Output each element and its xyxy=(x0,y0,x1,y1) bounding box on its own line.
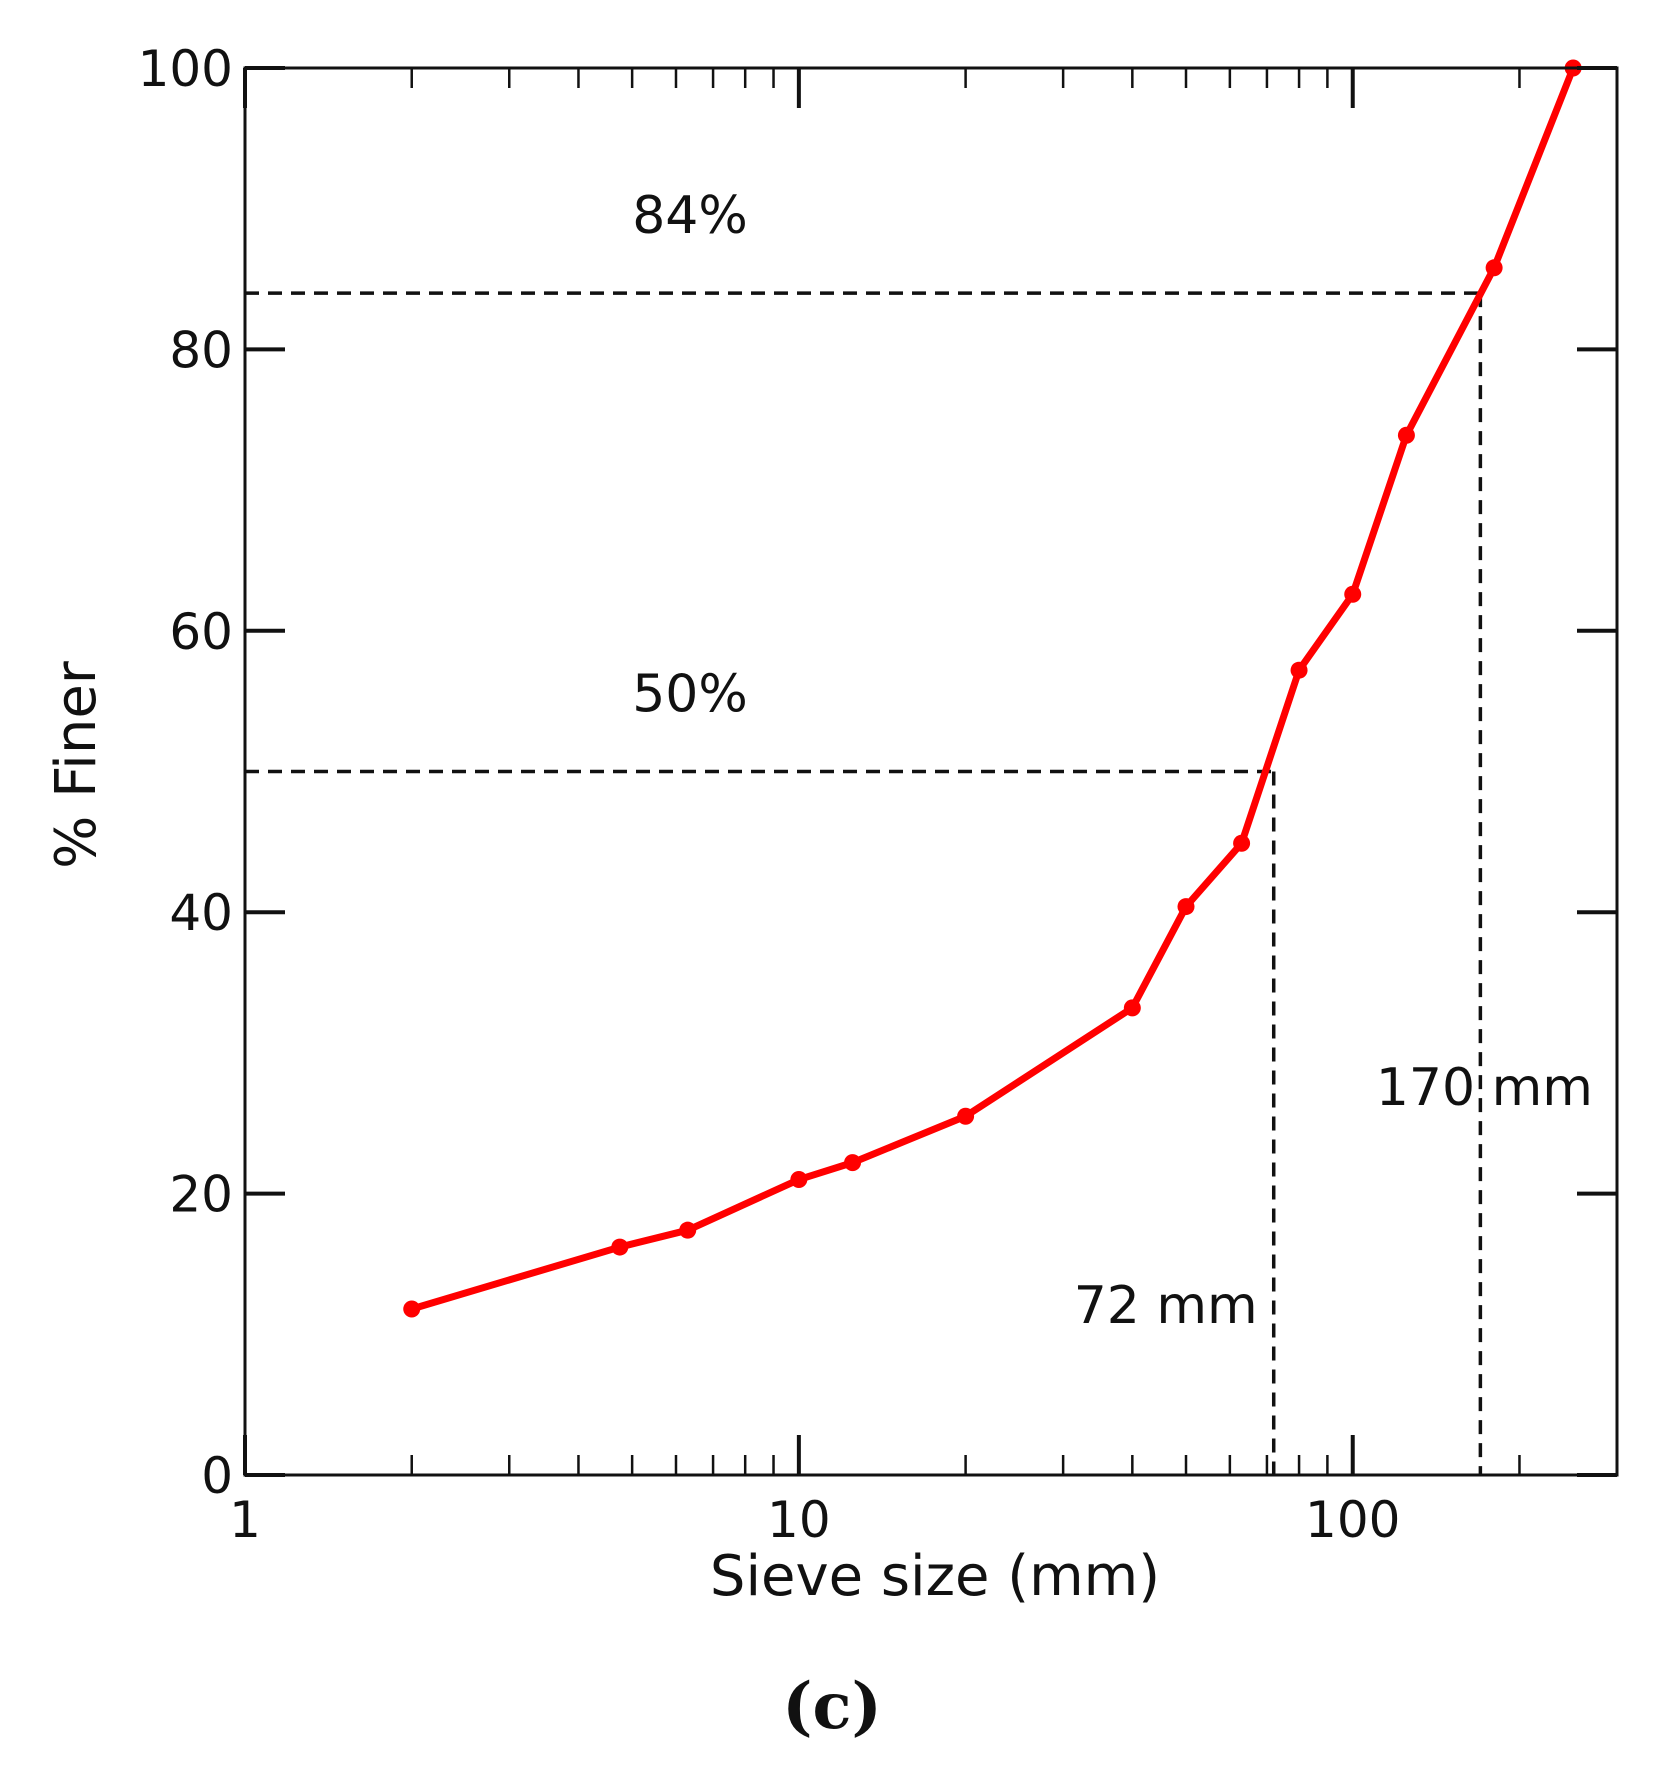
data-point xyxy=(1344,585,1362,603)
data-point xyxy=(1177,898,1195,916)
reference-lines: 50% 72 mm 84% 170 mm xyxy=(245,186,1593,1475)
data-point xyxy=(1397,426,1415,444)
data-point xyxy=(403,1300,421,1318)
series-line xyxy=(410,66,1577,1313)
ref-percent-label: 84% xyxy=(632,186,748,246)
data-point xyxy=(611,1238,629,1256)
y-axis-title: % Finer xyxy=(44,660,109,869)
y-tick-label: 0 xyxy=(201,1447,233,1505)
y-tick-label: 100 xyxy=(138,40,233,98)
axis-ticks xyxy=(243,66,1619,1477)
data-point xyxy=(844,1154,862,1172)
y-tick-label: 60 xyxy=(169,603,233,661)
x-axis-title: Sieve size (mm) xyxy=(710,1544,1160,1609)
plot-frame xyxy=(243,66,1619,1477)
data-point xyxy=(679,1221,697,1239)
ref-size-label: 170 mm xyxy=(1376,1058,1593,1118)
ref-percent-label: 50% xyxy=(632,665,748,725)
y-tick-label: 20 xyxy=(169,1166,233,1224)
data-point xyxy=(1123,999,1141,1017)
y-tick-label: 40 xyxy=(169,884,233,942)
ref-size-label: 72 mm xyxy=(1074,1276,1258,1336)
x-tick-label: 100 xyxy=(1305,1491,1400,1549)
axis-labels: 0 20 40 60 80 100 1 10 100 xyxy=(138,40,1401,1549)
series-layer xyxy=(403,59,1582,1318)
panel-label: (c) xyxy=(782,1669,882,1744)
x-tick-label: 10 xyxy=(767,1491,831,1549)
data-point xyxy=(1485,259,1503,277)
y-tick-label: 80 xyxy=(169,321,233,379)
x-tick-label: 1 xyxy=(229,1491,261,1549)
data-point xyxy=(1233,834,1251,852)
data-point xyxy=(790,1171,808,1189)
data-point xyxy=(1290,661,1308,679)
data-point xyxy=(957,1107,975,1125)
